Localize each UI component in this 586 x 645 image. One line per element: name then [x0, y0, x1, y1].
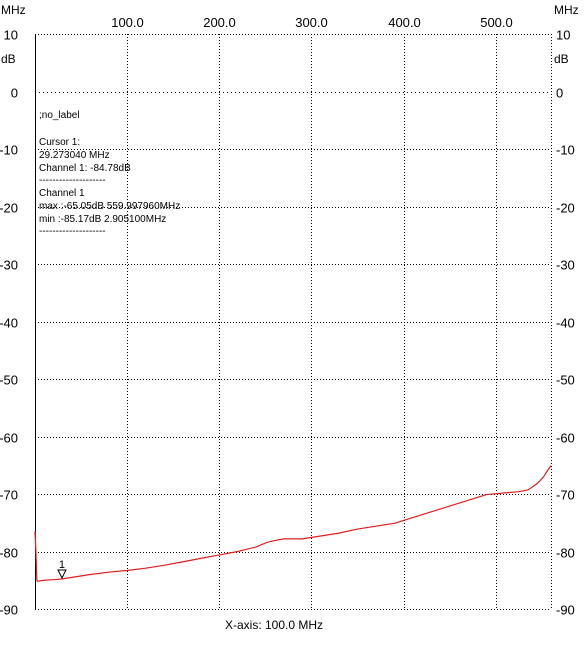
- y-tick-label-right: -90: [556, 603, 575, 618]
- x-tick-label: 300.0: [295, 15, 328, 30]
- y-tick-label-left: 10: [4, 28, 18, 43]
- y-tick-label-left: -60: [0, 431, 18, 446]
- y-tick-label-left: -20: [0, 201, 18, 216]
- y-tick-label-right: -20: [556, 201, 575, 216]
- label-text: ;no_label: [39, 110, 80, 121]
- min-readout: min :-85.17dB 2.905100MHz: [39, 214, 167, 225]
- x-tick-label: 400.0: [388, 15, 421, 30]
- cursor-marker-icon: [57, 569, 67, 580]
- y-tick-label-left: -70: [0, 488, 18, 503]
- left-unit-label: dB: [1, 52, 16, 66]
- y-tick-label-left: -90: [0, 603, 18, 618]
- x-axis-caption: X-axis: 100.0 MHz: [225, 618, 323, 632]
- y-tick-label-right: -40: [556, 316, 575, 331]
- y-tick-label-left: -30: [0, 258, 18, 273]
- y-tick-label-right: -50: [556, 373, 575, 388]
- channel-title: Channel 1: [39, 188, 85, 199]
- x-tick-label: 100.0: [111, 15, 144, 30]
- y-tick-label-left: -50: [0, 373, 18, 388]
- cursor-marker-label: 1: [59, 559, 65, 571]
- y-tick-label-right: -80: [556, 546, 575, 561]
- separator-2: --------------------: [39, 226, 106, 237]
- cursor-title: Cursor 1:: [39, 137, 81, 148]
- cursor-value: Channel 1: -84.78dB: [39, 163, 131, 174]
- tick-labels: 100.0 200.0 300.0 400.0 500.0 10 10 0 0 -10 -10 -20…: [0, 15, 575, 618]
- cursor-marker: 1: [57, 559, 67, 580]
- y-tick-label-right: -70: [556, 488, 575, 503]
- y-tick-label-right: -30: [556, 258, 575, 273]
- right-unit-label: dB: [554, 52, 569, 66]
- y-tick-label-left: -10: [0, 143, 18, 158]
- x-unit-label: MHz: [1, 3, 26, 17]
- x-tick-label: 500.0: [480, 15, 513, 30]
- y-tick-label-right: -60: [556, 431, 575, 446]
- separator-1: --------------------: [39, 175, 106, 186]
- y-tick-label-right: 10: [556, 28, 570, 43]
- right-top-label: MHz: [554, 3, 579, 17]
- cursor-frequency: 29.273040 MHz: [39, 150, 110, 161]
- y-tick-label-left: -40: [0, 316, 18, 331]
- y-tick-label-right: 0: [556, 86, 563, 101]
- y-tick-label-right: -10: [556, 143, 575, 158]
- channel-1-trace: [34, 465, 552, 582]
- grid: [35, 34, 552, 610]
- max-readout: max :-65.05dB 559.997960MHz: [39, 201, 181, 212]
- y-tick-label-left: 0: [11, 86, 18, 101]
- x-tick-label: 200.0: [203, 15, 236, 30]
- y-tick-label-left: -80: [0, 546, 18, 561]
